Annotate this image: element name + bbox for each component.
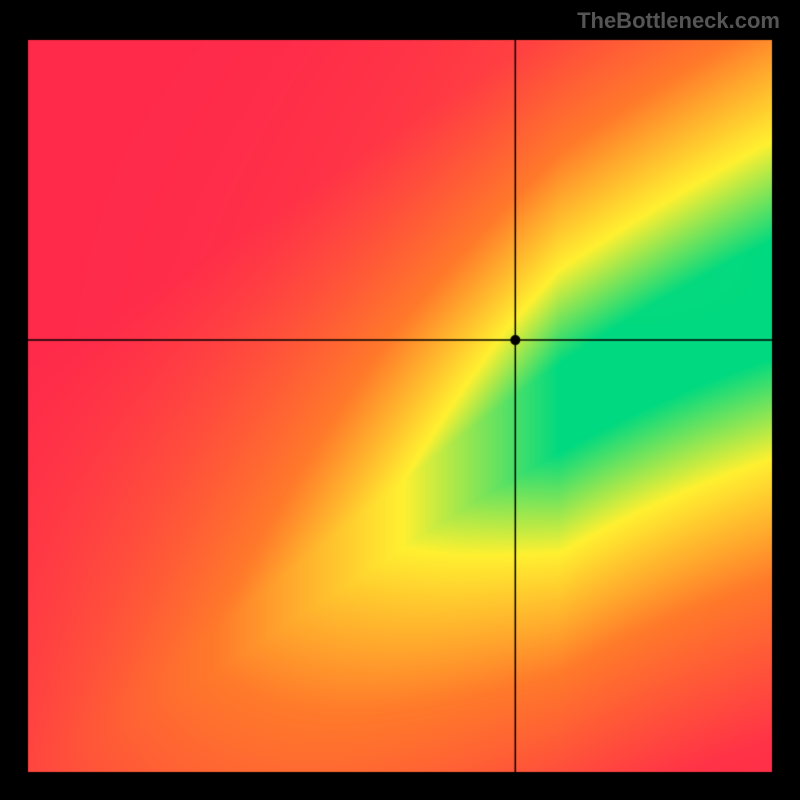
chart-container: TheBottleneck.com	[0, 0, 800, 800]
heatmap-canvas	[0, 0, 800, 800]
watermark-text: TheBottleneck.com	[577, 8, 780, 34]
